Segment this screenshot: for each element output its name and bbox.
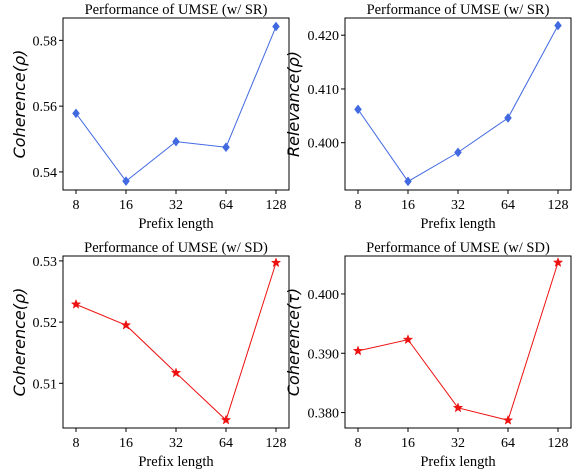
data-point [220,414,232,425]
y-tick-label: 0.56 [33,100,58,115]
y-tick-label: 0.52 [33,316,58,331]
data-point [270,257,282,268]
y-ticks: 0.380 0.390 0.400 [308,288,340,422]
x-tick-label: 128 [548,436,569,451]
x-tick-label: 32 [169,436,183,451]
y-tick-label: 0.420 [308,29,340,44]
x-tick-label: 8 [73,198,80,213]
data-point [120,319,132,330]
y-tick-label: 0.51 [33,377,58,392]
plot-area [354,20,562,187]
y-tick-label: 0.390 [308,347,340,362]
y-axis-label: Coherence(ρ) [10,288,29,397]
x-tick-label: 64 [501,436,515,451]
y-ticks: 0.51 0.52 0.53 [33,255,58,392]
x-tick-label: 16 [119,436,133,451]
x-axis-label: Prefix length [138,216,214,232]
data-point [272,21,280,32]
y-tick-label: 0.410 [308,83,340,98]
x-tick-label: 128 [548,198,569,213]
y-ticks: 0.400 0.410 0.420 [308,29,340,152]
series-line [75,26,277,182]
x-tick-label: 16 [401,198,415,213]
y-axis-label: Relevance(ρ) [284,51,303,157]
data-point [554,20,562,31]
x-ticks: 8 16 32 64 128 [355,198,569,213]
x-tick-label: 32 [451,198,465,213]
data-point [122,176,130,187]
x-ticks: 8 16 32 64 128 [355,436,569,451]
y-tick-label: 0.380 [308,407,340,422]
data-point [170,367,182,378]
chart-title: Performance of UMSE (w/ SR) [85,2,268,18]
data-point [354,104,362,115]
y-tick-label: 0.400 [308,137,340,152]
x-tick-label: 32 [451,436,465,451]
x-tick-label: 8 [355,436,362,451]
y-tick-label: 0.400 [308,288,340,303]
x-ticks: 8 16 32 64 128 [73,436,287,451]
data-point [552,256,564,267]
y-axis-label: Coherence(τ) [284,288,303,396]
data-point [452,402,464,413]
axis-frame [62,17,290,191]
data-point [454,147,462,158]
chart-title: Performance of UMSE (w/ SR) [367,2,550,18]
x-tick-label: 64 [219,198,233,213]
data-point [70,298,82,309]
x-tick-label: 8 [355,198,362,213]
series-line [357,262,559,421]
plot-area [70,257,282,425]
x-tick-label: 16 [401,436,415,451]
x-axis-label: Prefix length [420,454,496,470]
series-line [357,25,559,183]
chart-panel-sr-coherence: Performance of UMSE (w/ SR) Coherence(ρ)… [10,2,290,232]
x-axis-label: Prefix length [420,216,496,232]
x-tick-label: 32 [169,198,183,213]
x-tick-label: 8 [73,436,80,451]
data-point [404,176,412,187]
x-tick-label: 64 [219,436,233,451]
data-point [222,142,230,153]
x-tick-label: 128 [266,436,287,451]
series-line [75,262,277,421]
chart-panel-sr-relevance: Performance of UMSE (w/ SR) Relevance(ρ)… [284,2,572,232]
data-point [172,136,180,147]
axis-frame [344,17,572,191]
data-point [352,345,364,356]
chart-panel-sd-coherence-rho: Performance of UMSE (w/ SD) Coherence(ρ)… [10,240,290,470]
data-point [502,414,514,425]
axis-frame [62,255,290,429]
x-tick-label: 128 [266,198,287,213]
y-tick-label: 0.58 [33,34,58,49]
x-axis-label: Prefix length [138,454,214,470]
chart-title: Performance of UMSE (w/ SD) [84,240,268,256]
data-point [72,108,80,119]
plot-area [352,256,564,425]
y-tick-label: 0.54 [33,166,58,181]
x-ticks: 8 16 32 64 128 [73,198,287,213]
chart-panel-sd-coherence-tau: Performance of UMSE (w/ SD) Coherence(τ)… [284,240,572,470]
axis-frame [344,255,572,429]
plot-area [72,21,280,187]
y-axis-label: Coherence(ρ) [10,50,29,159]
x-tick-label: 64 [501,198,515,213]
y-ticks: 0.54 0.56 0.58 [33,34,58,181]
y-tick-label: 0.53 [33,255,58,270]
data-point [504,113,512,123]
chart-title: Performance of UMSE (w/ SD) [366,240,550,256]
x-tick-label: 16 [119,198,133,213]
data-point [402,334,414,345]
